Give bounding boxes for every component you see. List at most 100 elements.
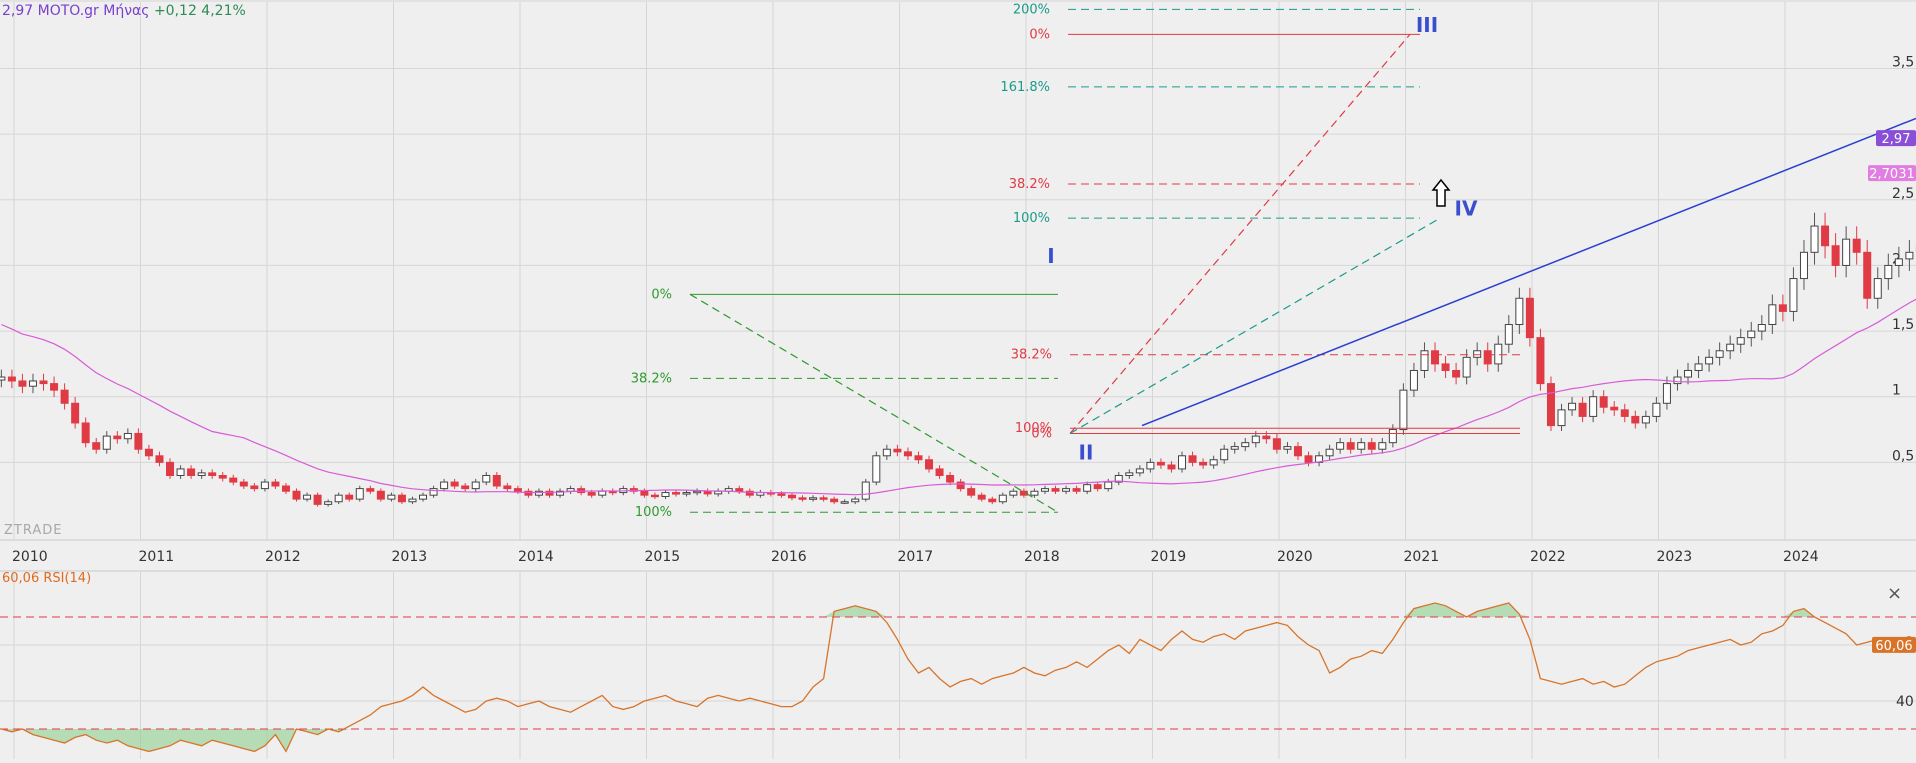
candle-body (935, 468, 944, 476)
candle-body (1705, 356, 1714, 365)
candle-body (1062, 488, 1071, 492)
candle-body (292, 490, 301, 500)
candle-body (830, 498, 839, 503)
candle-body (1178, 455, 1187, 470)
candle-body (1167, 464, 1176, 470)
y-tick-label: 1,5 (1892, 317, 1914, 333)
x-tick-label: 2017 (898, 549, 934, 565)
candle-body (946, 474, 955, 483)
trendline (1141, 117, 1916, 427)
candle-body (1652, 402, 1661, 417)
candle-body (1072, 488, 1081, 492)
candle-body (861, 481, 870, 500)
candle-body (840, 501, 849, 504)
candle-body (1757, 324, 1766, 332)
candle-body (450, 481, 459, 487)
candle-body (1905, 251, 1914, 260)
candle-body (1188, 455, 1197, 463)
candle-body (313, 494, 322, 505)
candle-body (92, 442, 101, 450)
candle-body (703, 490, 712, 495)
candle-body (1272, 438, 1281, 450)
candle-body (1768, 304, 1777, 326)
fib-level-label: 0% (651, 287, 672, 302)
rsi-overbought-fill (1, 603, 1916, 617)
fibonacci-group: 0%38.2%100%200%161.8%100%38.2%0%100%0%38… (631, 2, 1520, 520)
candle-body (787, 494, 796, 499)
candle-body (1504, 324, 1513, 345)
candle-body (1799, 251, 1808, 280)
candle-body (956, 481, 965, 490)
candle-body (998, 494, 1007, 503)
candle-body (1589, 396, 1598, 417)
candle-body (1873, 278, 1882, 299)
y-tick-label: 0,5 (1892, 448, 1914, 464)
candle-body (1831, 245, 1840, 266)
candle-body (1399, 389, 1408, 431)
candle-body (1051, 488, 1060, 492)
candle-body (545, 490, 554, 496)
candle-body (1146, 461, 1155, 470)
candle-body (60, 389, 69, 404)
candle-body (440, 481, 449, 490)
candle-body (355, 488, 364, 500)
x-tick-label: 2016 (771, 549, 807, 565)
candle-body (1631, 415, 1640, 424)
sma-line (1, 298, 1916, 496)
candle-body (1536, 337, 1545, 385)
candle-body (1293, 446, 1302, 457)
candle-body (102, 435, 111, 450)
sma-price-label: 2,7031 (1869, 167, 1915, 182)
candle-body (1863, 251, 1872, 299)
candle-body (281, 485, 290, 492)
rsi-oversold-fill (1, 729, 1916, 752)
fib-level-label: 100% (1015, 421, 1052, 436)
candle-body (208, 472, 217, 476)
candle-body (260, 481, 269, 490)
candle-body (229, 477, 238, 483)
candle-body (1599, 396, 1608, 408)
candle-body (218, 474, 227, 479)
x-tick-label: 2024 (1783, 549, 1819, 565)
candle-body (1262, 435, 1271, 440)
candle-body (1378, 442, 1387, 450)
fib-level-label: 0% (1031, 426, 1052, 441)
fib-level-label: 38.2% (631, 371, 672, 386)
watermark-logo: ZTRADE (4, 523, 63, 538)
candle-body (682, 492, 691, 495)
x-tick-label: 2023 (1657, 549, 1693, 565)
candle-body (1452, 369, 1461, 378)
candle-body (693, 490, 702, 494)
rsi-pane-bg (0, 571, 1916, 759)
candle-body (7, 376, 16, 382)
candle-body (1409, 369, 1418, 391)
candle-body (513, 488, 522, 492)
candle-body (71, 402, 80, 424)
candle-body (1114, 474, 1123, 483)
candle-body (1156, 461, 1165, 466)
candle-body (155, 455, 164, 463)
fib-level-label: 161.8% (1000, 80, 1050, 95)
candle-body (50, 383, 59, 391)
candle-body (1093, 484, 1102, 490)
candle-body (735, 488, 744, 492)
candle-body (1473, 350, 1482, 358)
fib-level-label: 100% (635, 505, 672, 520)
candle-body (387, 494, 396, 500)
rsi-line (1, 602, 1916, 753)
candle-body (1009, 490, 1018, 496)
rsi-legend: 60,06 RSI(14) (2, 571, 92, 586)
rsi-value-label: 60,06 (1875, 639, 1912, 654)
close-rsi-button[interactable]: × (1887, 583, 1903, 604)
candle-body (1283, 446, 1292, 450)
fib-level-label: 200% (1013, 2, 1050, 17)
candle-body (1346, 442, 1355, 450)
fib-diagonal (1069, 33, 1411, 434)
sma-price-badge (1868, 165, 1916, 182)
current-price-label: 2,97 (1882, 132, 1911, 147)
candle-body (28, 380, 37, 387)
candle-body (503, 485, 512, 490)
candle-body (524, 490, 533, 496)
